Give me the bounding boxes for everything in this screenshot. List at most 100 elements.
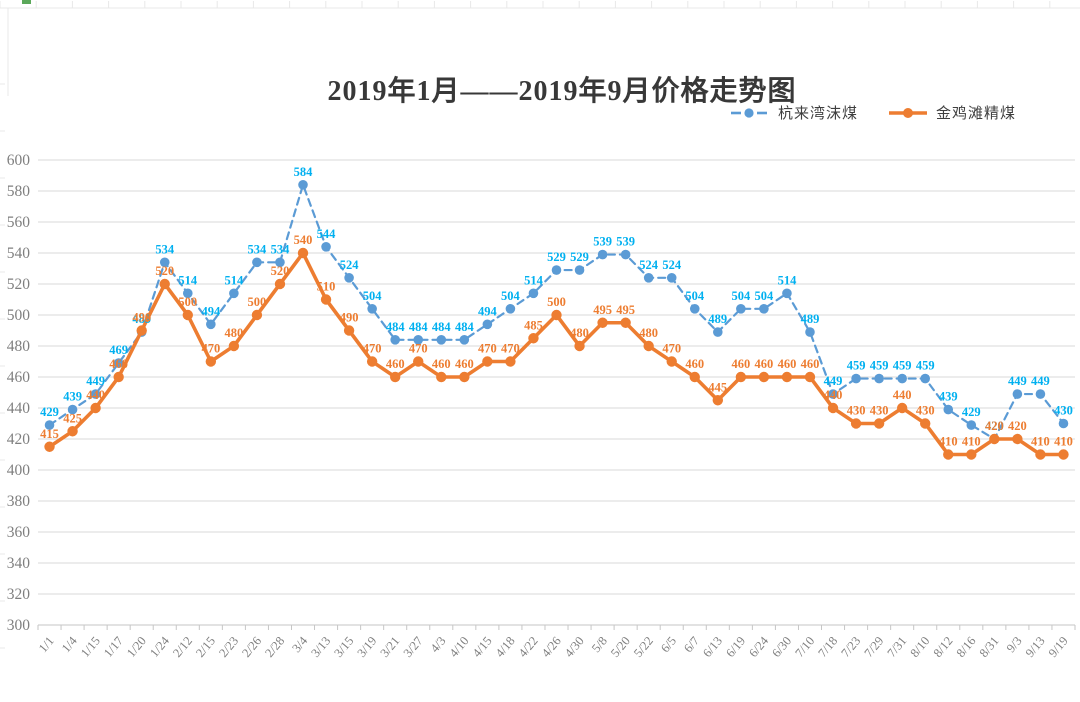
data-point[interactable] — [804, 371, 816, 383]
data-point[interactable] — [205, 356, 217, 367]
data-point[interactable] — [966, 420, 977, 430]
data-point[interactable] — [643, 273, 654, 283]
data-point[interactable] — [182, 288, 193, 299]
data-point[interactable] — [229, 288, 239, 299]
data-point[interactable] — [528, 333, 539, 344]
data-point[interactable] — [920, 418, 931, 429]
data-point[interactable] — [297, 247, 309, 259]
data-point[interactable] — [206, 319, 216, 330]
data-point[interactable] — [850, 418, 862, 429]
data-point[interactable] — [643, 340, 654, 352]
data-point[interactable] — [367, 304, 377, 314]
data-point[interactable] — [689, 304, 700, 314]
data-point[interactable] — [735, 371, 747, 383]
data-point[interactable] — [159, 278, 170, 290]
data-point[interactable] — [920, 373, 931, 384]
data-point[interactable] — [873, 418, 885, 429]
data-point[interactable] — [528, 288, 539, 299]
data-point[interactable] — [159, 257, 170, 268]
data-point[interactable] — [228, 340, 240, 352]
dashed-line-marker-icon — [730, 107, 767, 118]
data-point[interactable] — [343, 325, 355, 336]
data-point[interactable] — [459, 371, 470, 383]
data-point[interactable] — [505, 304, 516, 314]
data-point[interactable] — [597, 317, 608, 328]
data-point[interactable] — [482, 319, 493, 330]
data-point[interactable] — [275, 257, 285, 268]
data-point[interactable] — [44, 420, 55, 430]
data-point[interactable] — [781, 371, 793, 383]
data-point[interactable] — [505, 356, 516, 367]
data-point[interactable] — [574, 265, 585, 275]
data-point[interactable] — [252, 257, 262, 268]
x-axis-label: 1/15 — [78, 634, 103, 660]
data-point[interactable] — [321, 242, 331, 252]
data-label: 430 — [870, 404, 889, 418]
data-point[interactable] — [828, 389, 838, 399]
data-point[interactable] — [551, 309, 562, 321]
data-point[interactable] — [1035, 449, 1046, 460]
data-point[interactable] — [896, 402, 908, 414]
data-point[interactable] — [44, 441, 55, 452]
data-point[interactable] — [136, 325, 147, 336]
data-point[interactable] — [966, 449, 977, 460]
data-point[interactable] — [713, 327, 723, 337]
data-point[interactable] — [736, 304, 746, 314]
data-point[interactable] — [413, 356, 424, 367]
data-point[interactable] — [827, 402, 839, 414]
data-point[interactable] — [597, 249, 608, 260]
data-point[interactable] — [390, 335, 400, 345]
data-point[interactable] — [436, 371, 447, 383]
data-point[interactable] — [758, 371, 770, 383]
data-point[interactable] — [666, 273, 677, 283]
data-point[interactable] — [1058, 418, 1069, 429]
data-point[interactable] — [1035, 389, 1046, 399]
data-point[interactable] — [782, 288, 792, 299]
data-point[interactable] — [90, 389, 101, 399]
data-point[interactable] — [389, 371, 401, 383]
data-point[interactable] — [689, 371, 700, 383]
data-point[interactable] — [574, 340, 585, 352]
data-point[interactable] — [67, 426, 78, 437]
data-point[interactable] — [298, 180, 308, 190]
x-axis-label: 6/13 — [700, 634, 725, 660]
x-axis-label: 4/15 — [470, 634, 495, 660]
x-axis-label: 7/31 — [884, 634, 909, 660]
data-point[interactable] — [620, 317, 631, 328]
data-label: 529 — [570, 250, 589, 264]
x-axis-label: 1/17 — [101, 634, 126, 660]
data-point[interactable] — [712, 395, 724, 406]
data-point[interactable] — [897, 373, 907, 384]
data-point[interactable] — [90, 402, 101, 414]
x-axis-label: 7/23 — [838, 634, 863, 660]
data-point[interactable] — [1058, 449, 1069, 460]
data-point[interactable] — [989, 433, 1000, 445]
data-point[interactable] — [1012, 389, 1023, 399]
data-label: 534 — [155, 242, 175, 256]
data-point[interactable] — [320, 294, 332, 305]
data-point[interactable] — [113, 358, 124, 368]
data-point[interactable] — [413, 335, 424, 345]
legend-item-hanglaiwan[interactable]: 杭来湾沫煤 — [730, 102, 858, 123]
data-point[interactable] — [851, 373, 861, 384]
data-point[interactable] — [344, 273, 354, 283]
data-point[interactable] — [943, 449, 954, 460]
data-point[interactable] — [805, 327, 815, 337]
data-point[interactable] — [366, 356, 378, 367]
data-point[interactable] — [1012, 433, 1023, 445]
data-point[interactable] — [436, 335, 447, 345]
legend-item-jinjitan[interactable]: 金鸡滩精煤 — [888, 102, 1016, 123]
data-point[interactable] — [274, 278, 286, 290]
data-point[interactable] — [666, 356, 677, 367]
data-point[interactable] — [943, 404, 954, 415]
data-point[interactable] — [551, 265, 562, 275]
data-point[interactable] — [67, 404, 78, 415]
data-point[interactable] — [482, 356, 493, 367]
data-point[interactable] — [620, 249, 631, 260]
data-point[interactable] — [874, 373, 884, 384]
data-point[interactable] — [251, 309, 263, 321]
data-point[interactable] — [759, 304, 769, 314]
data-point[interactable] — [459, 335, 470, 345]
data-point[interactable] — [182, 309, 193, 321]
data-point[interactable] — [113, 371, 124, 383]
